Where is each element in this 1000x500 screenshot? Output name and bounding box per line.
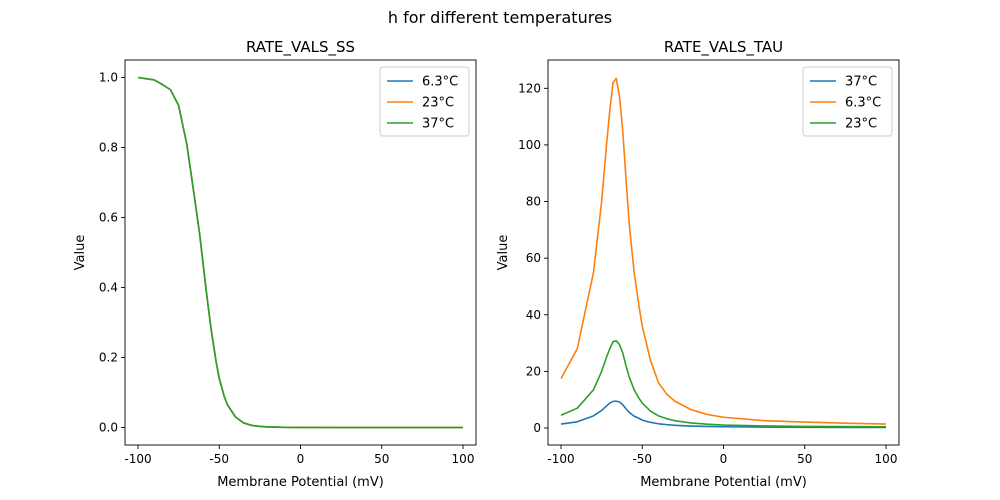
y-tick-label: 80 — [526, 195, 541, 209]
legend-label-1: 6.3°C — [845, 96, 881, 111]
x-tick-label: 50 — [374, 452, 389, 466]
y-tick-label: 40 — [526, 308, 541, 322]
legend-label-1: 23°C — [422, 96, 454, 111]
series-line-2 — [137, 76, 463, 429]
x-tick-label: -50 — [209, 452, 229, 466]
series-line-0 — [560, 400, 887, 429]
subplot-title: RATE_VALS_SS — [246, 38, 355, 57]
figure-suptitle: h for different temperatures — [388, 8, 612, 27]
y-axis-label: Value — [496, 235, 511, 271]
legend-box — [379, 66, 470, 137]
y-tick-label: 100 — [518, 138, 541, 152]
x-tick-label: -100 — [124, 452, 151, 466]
legend-label-2: 37°C — [422, 117, 454, 132]
x-axis-label: Membrane Potential (mV) — [217, 475, 384, 490]
y-tick-label: 0.2 — [99, 351, 118, 365]
x-tick-label: 0 — [720, 452, 728, 466]
subplot-rate-vals-tau: -100 -50 0 50 100 0 20 40 60 80 100 120 RATE_VALS_TA… — [496, 38, 900, 490]
x-tick-label: 50 — [797, 452, 812, 466]
y-axis-label: Value — [73, 235, 88, 271]
legend-box — [802, 66, 893, 137]
y-tick-label: 20 — [526, 364, 541, 378]
subplot-rate-vals-ss: -100 -50 0 50 100 0.0 0.2 0.4 0.6 0.8 1.0 RATE_VALS… — [73, 38, 477, 490]
legend: 6.3°C 23°C 37°C — [379, 66, 470, 137]
legend: 37°C 6.3°C 23°C — [802, 66, 893, 137]
y-tick-label: 60 — [526, 251, 541, 265]
y-tick-label: 0.4 — [99, 281, 118, 295]
legend-label-2: 23°C — [845, 117, 877, 132]
x-axis-label: Membrane Potential (mV) — [640, 475, 807, 490]
x-tick-label: 100 — [875, 452, 898, 466]
y-tick-label: 0.6 — [99, 211, 118, 225]
series-line-2 — [560, 340, 887, 428]
y-tick-label: 0 — [533, 421, 541, 435]
subplot-title: RATE_VALS_TAU — [664, 38, 783, 57]
x-tick-label: -50 — [632, 452, 652, 466]
y-tick-label: 0.0 — [99, 421, 118, 435]
x-tick-label: 100 — [452, 452, 475, 466]
y-tick-label: 0.8 — [99, 141, 118, 155]
y-tick-label: 120 — [518, 81, 541, 95]
y-tick-label: 1.0 — [99, 71, 118, 85]
legend-label-0: 6.3°C — [422, 75, 458, 90]
x-tick-label: 0 — [297, 452, 305, 466]
x-tick-label: -100 — [547, 452, 574, 466]
legend-label-0: 37°C — [845, 75, 877, 90]
series-line-1 — [560, 77, 887, 425]
